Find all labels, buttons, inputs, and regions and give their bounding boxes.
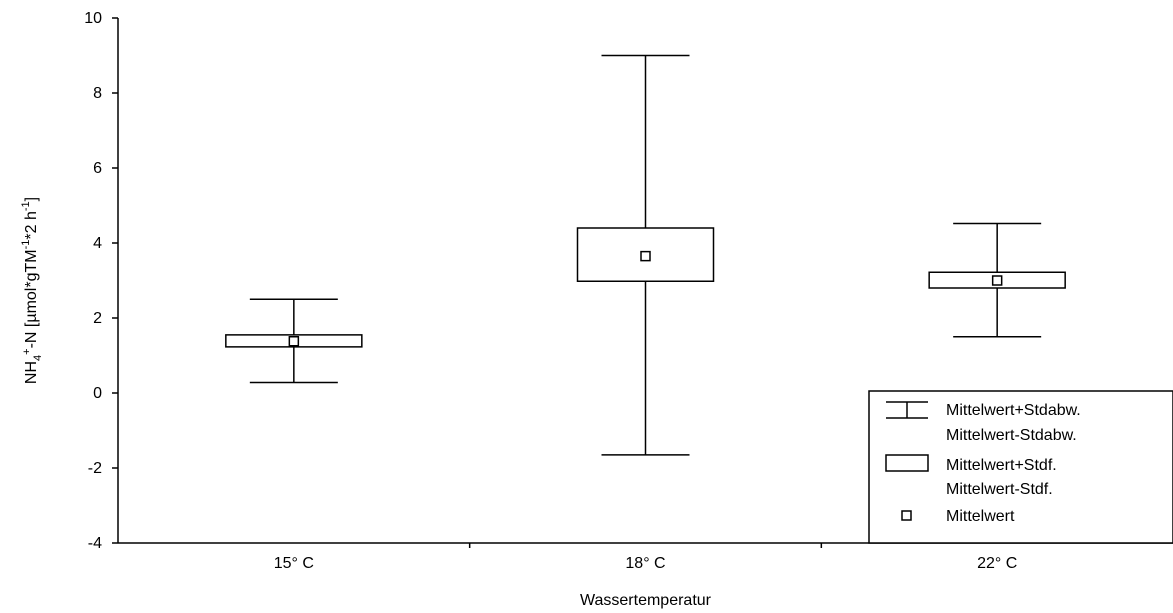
- legend-se-symbol: [885, 454, 929, 472]
- y-tick-label: 2: [93, 310, 102, 327]
- chart-marks: [225, 54, 1066, 456]
- mean-marker: [640, 250, 651, 262]
- y-title-rest1: -N [µmol*gTM: [23, 249, 40, 348]
- y-title-main: NH: [23, 361, 40, 384]
- y-tick-label: 8: [93, 85, 102, 102]
- mean-marker: [991, 275, 1003, 286]
- x-tick-label: 15° C: [274, 555, 314, 572]
- y-title-sup3: -1: [20, 201, 32, 211]
- box-group: [928, 222, 1066, 338]
- y-title-sup2: -1: [20, 240, 32, 250]
- y-tick-label: -2: [88, 460, 102, 477]
- legend-mean-symbol: [901, 510, 912, 521]
- y-tick-label: 4: [93, 235, 102, 252]
- box-group: [576, 54, 715, 456]
- legend-sd-symbol: [886, 401, 928, 419]
- y-tick-label: -4: [88, 535, 102, 552]
- legend: Mittelwert+Stdabw. Mittelwert-Stdabw. Mi…: [868, 390, 1173, 544]
- legend-se-label-2: Mittelwert-Stdf.: [946, 481, 1053, 498]
- y-tick-label: 0: [93, 385, 102, 402]
- legend-sd-label-1: Mittelwert+Stdabw.: [946, 402, 1081, 419]
- y-ticks: -4 -2 0 2 4 6 8 10: [84, 10, 118, 552]
- y-title-rest2: *2 h: [23, 211, 40, 239]
- mean-marker: [288, 336, 300, 347]
- x-ticks: 15° C 18° C 22° C: [274, 543, 1017, 572]
- x-tick-label: 22° C: [977, 555, 1017, 572]
- x-tick-label: 18° C: [625, 555, 665, 572]
- y-axis-title: NH4+-N [µmol*gTM-1*2 h-1]: [20, 197, 44, 384]
- y-title-rest3: ]: [23, 197, 40, 201]
- y-title-sup: +: [21, 348, 33, 354]
- legend-mean-label: Mittelwert: [946, 508, 1015, 525]
- x-axis-title: Wassertemperatur: [580, 592, 712, 609]
- y-tick-label: 6: [93, 160, 102, 177]
- legend-se-label-1: Mittelwert+Stdf.: [946, 457, 1057, 474]
- box-group: [225, 298, 363, 384]
- y-tick-label: 10: [84, 10, 102, 27]
- y-title-sub: 4: [32, 355, 44, 361]
- legend-sd-label-2: Mittelwert-Stdabw.: [946, 427, 1077, 444]
